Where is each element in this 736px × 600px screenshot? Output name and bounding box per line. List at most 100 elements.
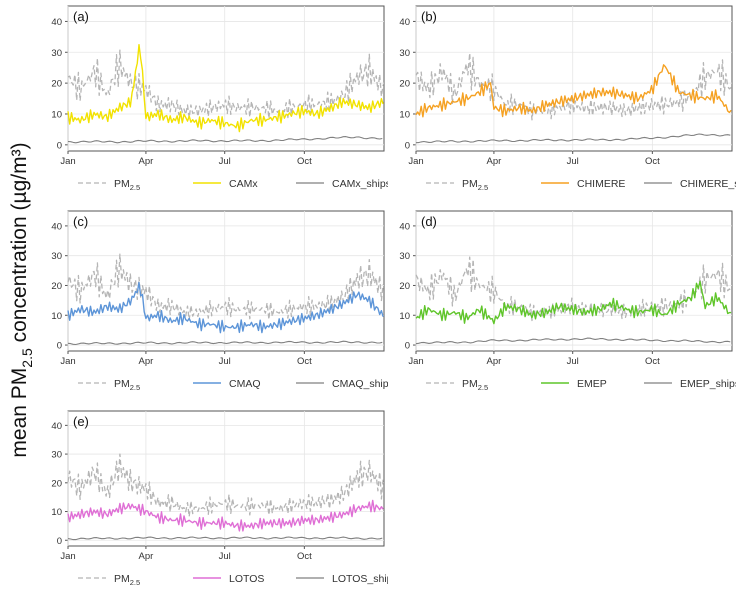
series-line-model (415, 64, 732, 118)
series-line-model (67, 499, 384, 532)
legend-label-ships: EMEP_ships (680, 378, 736, 390)
legend-label-obs: PM2.5 (462, 378, 488, 392)
legend-label-obs-subscript: 2.5 (478, 383, 488, 392)
panel-label: (c) (73, 214, 88, 229)
x-tick-label: Oct (297, 356, 312, 367)
x-tick-label: Oct (297, 551, 312, 562)
x-tick-label: Oct (645, 356, 660, 367)
x-tick-label: Jan (408, 156, 423, 167)
x-tick-label: Jul (567, 156, 579, 167)
plot-area (415, 210, 733, 352)
x-tick-label: Jan (408, 356, 423, 367)
panel-lotos: 0 10 20 30 40 Jan Apr Jul Oct (e) PM2.5 LOTOS LOTOS_… (51, 410, 388, 587)
x-tick-label: Apr (487, 156, 502, 167)
legend-label-obs: PM2.5 (114, 178, 140, 192)
legend-label-model: EMEP (577, 378, 607, 390)
series-line-model (67, 281, 384, 334)
y-tick-label: 40 (51, 17, 62, 28)
legend-label-obs: PM2.5 (114, 573, 140, 587)
y-axis-title: mean PM2.5 concentration (µg/m³) (8, 142, 35, 457)
legend-label-ships: CHIMERE_ships (680, 178, 736, 190)
legend-label-obs-main: PM (462, 178, 478, 190)
y-tick-label: 10 (399, 311, 410, 322)
series-line-ships (67, 136, 383, 144)
x-tick-label: Jul (219, 551, 231, 562)
x-tick-label: Apr (139, 551, 154, 562)
y-axis-title-subscript: 2.5 (19, 348, 35, 368)
y-tick-label: 40 (51, 421, 62, 432)
y-tick-label: 10 (51, 311, 62, 322)
series-line-ships (415, 337, 731, 345)
legend-label-model: CMAQ (229, 378, 261, 390)
y-tick-label: 0 (405, 140, 410, 151)
y-tick-label: 0 (405, 341, 410, 352)
series-line-model (67, 44, 384, 133)
legend-label-obs-subscript: 2.5 (478, 183, 488, 192)
y-tick-label: 20 (399, 79, 410, 90)
legend-label-obs: PM2.5 (462, 178, 488, 192)
y-tick-label: 0 (57, 341, 62, 352)
panel-chimere: 0 10 20 30 40 Jan Apr Jul Oct (b) PM2.5 CHIMERE CHIM… (399, 5, 736, 192)
legend-label-model: CHIMERE (577, 178, 625, 190)
legend-label-model: CAMx (229, 178, 258, 190)
x-tick-label: Oct (297, 156, 312, 167)
plot-area (415, 5, 733, 152)
plot-area (67, 210, 385, 352)
legend-label-obs-main: PM (114, 178, 130, 190)
x-tick-label: Apr (487, 356, 502, 367)
x-tick-label: Oct (645, 156, 660, 167)
legend-label-obs: PM2.5 (114, 378, 140, 392)
y-tick-label: 40 (399, 221, 410, 232)
y-axis-title-main: mean PM (8, 368, 31, 458)
x-tick-label: Jan (60, 156, 75, 167)
y-tick-label: 0 (57, 536, 62, 547)
panel-label: (d) (421, 214, 437, 229)
y-tick-label: 20 (51, 281, 62, 292)
x-tick-label: Jul (219, 356, 231, 367)
legend-label-obs-subscript: 2.5 (130, 183, 140, 192)
panel-emep: 0 10 20 30 40 Jan Apr Jul Oct (d) PM2.5 EMEP EMEP_sh… (399, 210, 736, 392)
series-line-pm25 (415, 52, 732, 121)
x-tick-label: Jul (219, 156, 231, 167)
y-axis-title-rest: concentration (µg/m³) (8, 142, 31, 348)
x-tick-label: Jul (567, 356, 579, 367)
y-tick-label: 10 (51, 507, 62, 518)
plot-area (67, 410, 385, 547)
series-line-ships (67, 536, 383, 541)
series-line-ships (67, 340, 383, 346)
x-tick-label: Apr (139, 356, 154, 367)
legend-label-ships: CMAQ_ships (332, 378, 388, 390)
y-tick-label: 30 (51, 450, 62, 461)
legend-label-obs-subscript: 2.5 (130, 578, 140, 587)
series-line-model (415, 280, 732, 325)
panel-camx: 0 10 20 30 40 Jan Apr Jul Oct (a) PM2.5 CAMx CAMx_sh… (51, 5, 388, 192)
panel-label: (e) (73, 414, 89, 429)
legend-label-obs-main: PM (462, 378, 478, 390)
y-tick-label: 10 (399, 109, 410, 120)
legend-label-obs-main: PM (114, 378, 130, 390)
y-tick-label: 30 (51, 251, 62, 262)
panel-label: (a) (73, 9, 89, 24)
x-tick-label: Apr (139, 156, 154, 167)
legend-label-ships: CAMx_ships (332, 178, 388, 190)
legend-label-obs-main: PM (114, 573, 130, 585)
y-tick-label: 20 (399, 281, 410, 292)
x-tick-label: Jan (60, 356, 75, 367)
y-tick-label: 20 (51, 478, 62, 489)
series-line-pm25 (67, 253, 384, 321)
y-axis-title-text: mean PM2.5 concentration (µg/m³) (8, 142, 35, 457)
y-tick-label: 30 (399, 48, 410, 59)
legend-label-model: LOTOS (229, 573, 264, 585)
y-tick-label: 30 (51, 48, 62, 59)
x-tick-label: Jan (60, 551, 75, 562)
plot-area (67, 5, 385, 152)
series-line-ships (415, 133, 731, 144)
panel-label: (b) (421, 9, 437, 24)
legend-label-obs-subscript: 2.5 (130, 383, 140, 392)
y-tick-label: 0 (57, 140, 62, 151)
series-line-pm25 (67, 49, 384, 120)
y-tick-label: 10 (51, 109, 62, 120)
panel-cmaq: 0 10 20 30 40 Jan Apr Jul Oct (c) PM2.5 CMAQ CMAQ_sh… (51, 210, 388, 392)
legend-label-ships: LOTOS_ships (332, 573, 388, 585)
y-tick-label: 30 (399, 251, 410, 262)
